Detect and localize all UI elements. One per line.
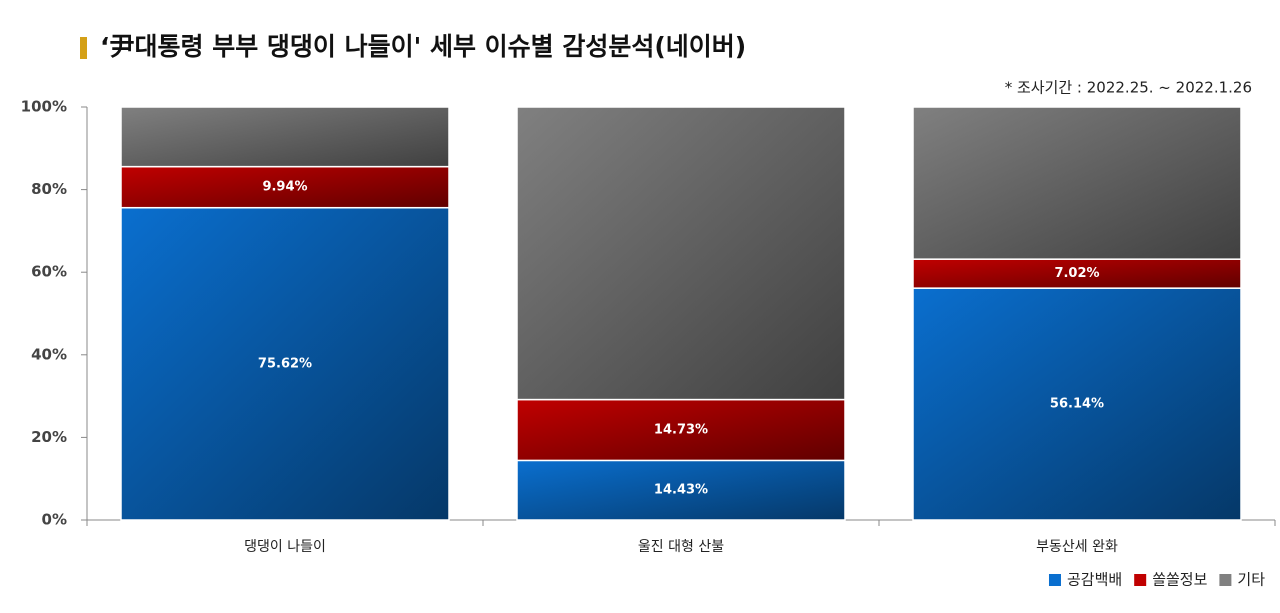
y-tick-label: 0%	[42, 511, 67, 529]
legend-swatch	[1048, 574, 1061, 586]
bar-segment	[912, 287, 1242, 521]
x-tick-label: 울진 대형 산불	[638, 539, 724, 555]
value-label: 56.14%	[1050, 397, 1104, 412]
bar-segment	[120, 206, 450, 521]
legend-swatch	[1219, 574, 1232, 586]
legend-label: 기타	[1237, 571, 1265, 589]
value-label: 14.43%	[654, 483, 708, 498]
y-tick-label: 20%	[31, 428, 67, 446]
title-marker	[80, 37, 87, 59]
bar-segment	[516, 106, 846, 401]
legend-swatch	[1134, 574, 1147, 586]
legend-label: 공감백배	[1067, 571, 1122, 589]
chart-subtitle: * 조사기간 : 2022.25. ~ 2022.1.26	[1005, 79, 1252, 97]
value-label: 14.73%	[654, 422, 708, 437]
value-label: 75.62%	[258, 356, 312, 371]
y-tick-label: 100%	[21, 98, 67, 116]
bar-segment	[912, 258, 1242, 289]
legend-label: 쏠쏠정보	[1152, 571, 1207, 589]
bar-segment	[912, 106, 1242, 260]
x-tick-label: 부동산세 완화	[1036, 539, 1118, 555]
x-tick-label: 댕댕이 나들이	[244, 539, 326, 555]
y-tick-label: 60%	[31, 263, 67, 281]
chart-title: ‘尹대통령 부부 댕댕이 나들이' 세부 이슈별 감성분석(네이버)	[100, 32, 746, 61]
value-label: 7.02%	[1054, 266, 1099, 281]
y-tick-label: 80%	[31, 180, 67, 198]
y-tick-label: 40%	[31, 345, 67, 363]
value-label: 9.94%	[262, 180, 307, 195]
bar-segment	[120, 106, 450, 168]
